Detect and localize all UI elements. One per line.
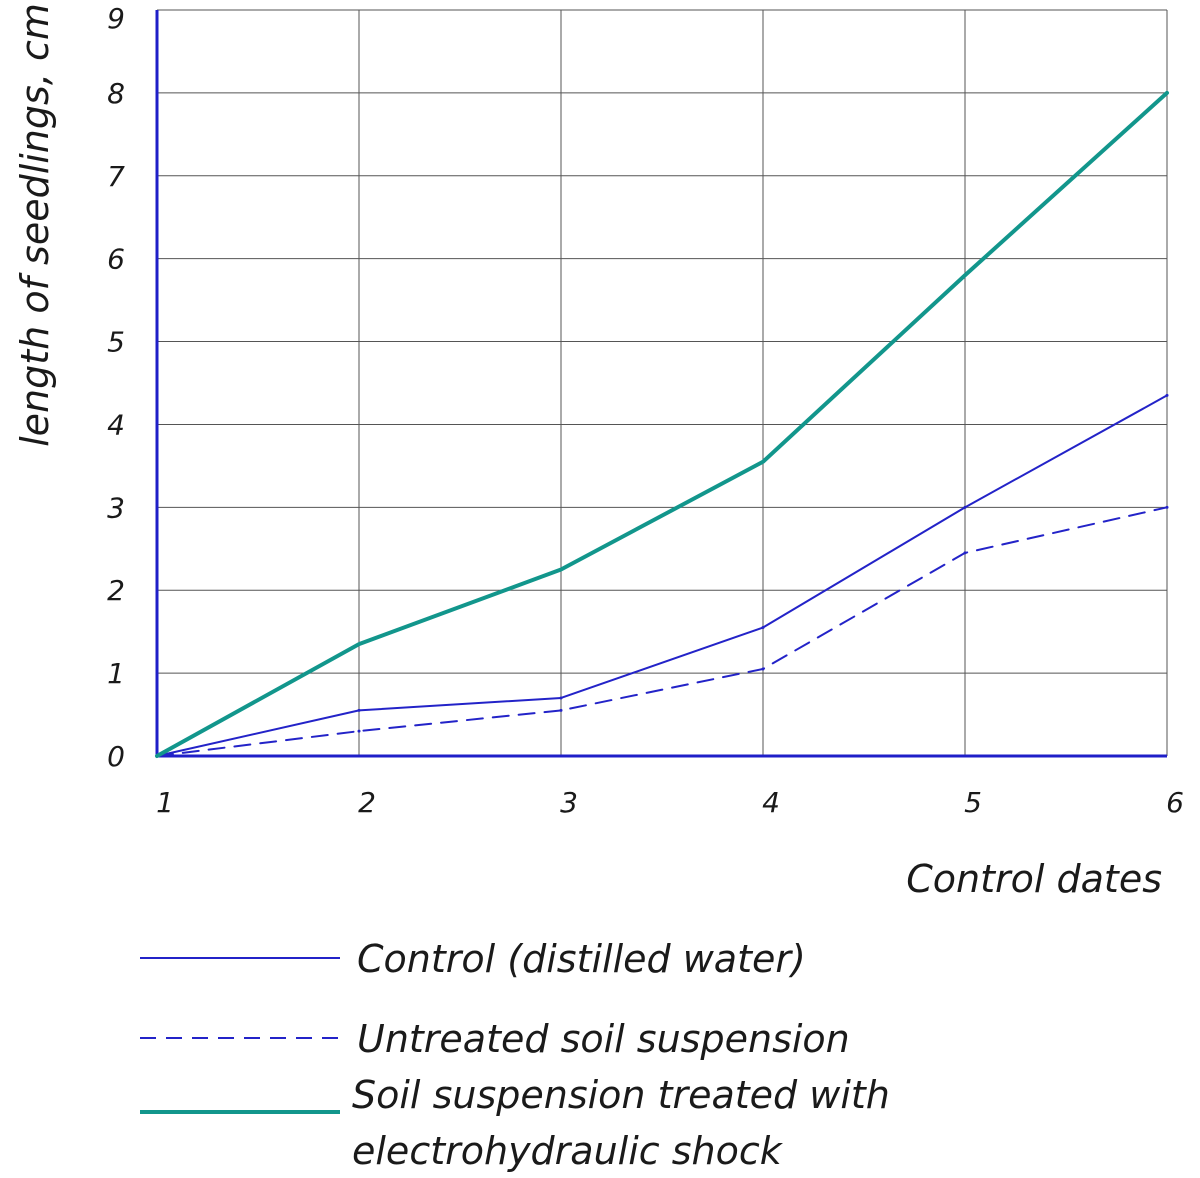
axes xyxy=(155,10,1167,758)
legend-label: Untreated soil suspension xyxy=(357,1017,850,1061)
series-line-2 xyxy=(156,506,1168,757)
data-point xyxy=(761,667,765,671)
x-tick-label: 6 xyxy=(1166,786,1184,819)
data-point xyxy=(1165,91,1169,95)
x-tick-label: 3 xyxy=(560,786,578,819)
x-tick-label: 4 xyxy=(762,786,780,819)
y-tick-label: 0 xyxy=(107,740,125,773)
series-line-1 xyxy=(156,394,1168,757)
y-tick-label: 2 xyxy=(107,574,125,607)
data-point xyxy=(963,273,967,277)
series-lines xyxy=(155,90,1169,758)
data-point xyxy=(559,696,563,700)
y-tick-label: 5 xyxy=(107,326,125,359)
y-tick-label: 3 xyxy=(107,491,125,524)
series-line-3 xyxy=(155,90,1169,758)
data-point xyxy=(559,568,563,571)
data-point xyxy=(1165,505,1169,509)
legend-label: Control (distilled water) xyxy=(357,937,806,981)
y-tick-label: 1 xyxy=(107,657,125,690)
data-point xyxy=(761,626,765,630)
y-tick-label: 6 xyxy=(107,243,125,276)
y-axis-title: length of seedlings, cm xyxy=(13,3,57,447)
y-tick-label: 9 xyxy=(107,2,125,35)
data-point xyxy=(357,642,361,646)
data-point xyxy=(761,460,765,464)
y-tick-label: 7 xyxy=(107,160,125,193)
data-point xyxy=(963,551,967,555)
data-point xyxy=(1165,393,1169,397)
data-point xyxy=(357,708,361,712)
legend-label: electrohydraulic shock xyxy=(352,1129,784,1173)
data-point xyxy=(155,754,159,758)
x-axis-title: Control dates xyxy=(906,857,1162,901)
legend-label: Soil suspension treated with xyxy=(352,1073,890,1117)
y-tick-label: 4 xyxy=(107,408,125,441)
x-tick-label: 1 xyxy=(156,786,174,819)
x-tick-label: 2 xyxy=(358,786,376,819)
grid-lines xyxy=(156,9,1168,757)
data-point xyxy=(559,708,563,712)
y-tick-label: 8 xyxy=(107,77,125,110)
x-tick-label: 5 xyxy=(964,786,982,819)
data-point xyxy=(357,729,361,733)
legend: Control (distilled water) Untreated soil … xyxy=(140,937,890,1173)
data-point xyxy=(963,505,967,509)
